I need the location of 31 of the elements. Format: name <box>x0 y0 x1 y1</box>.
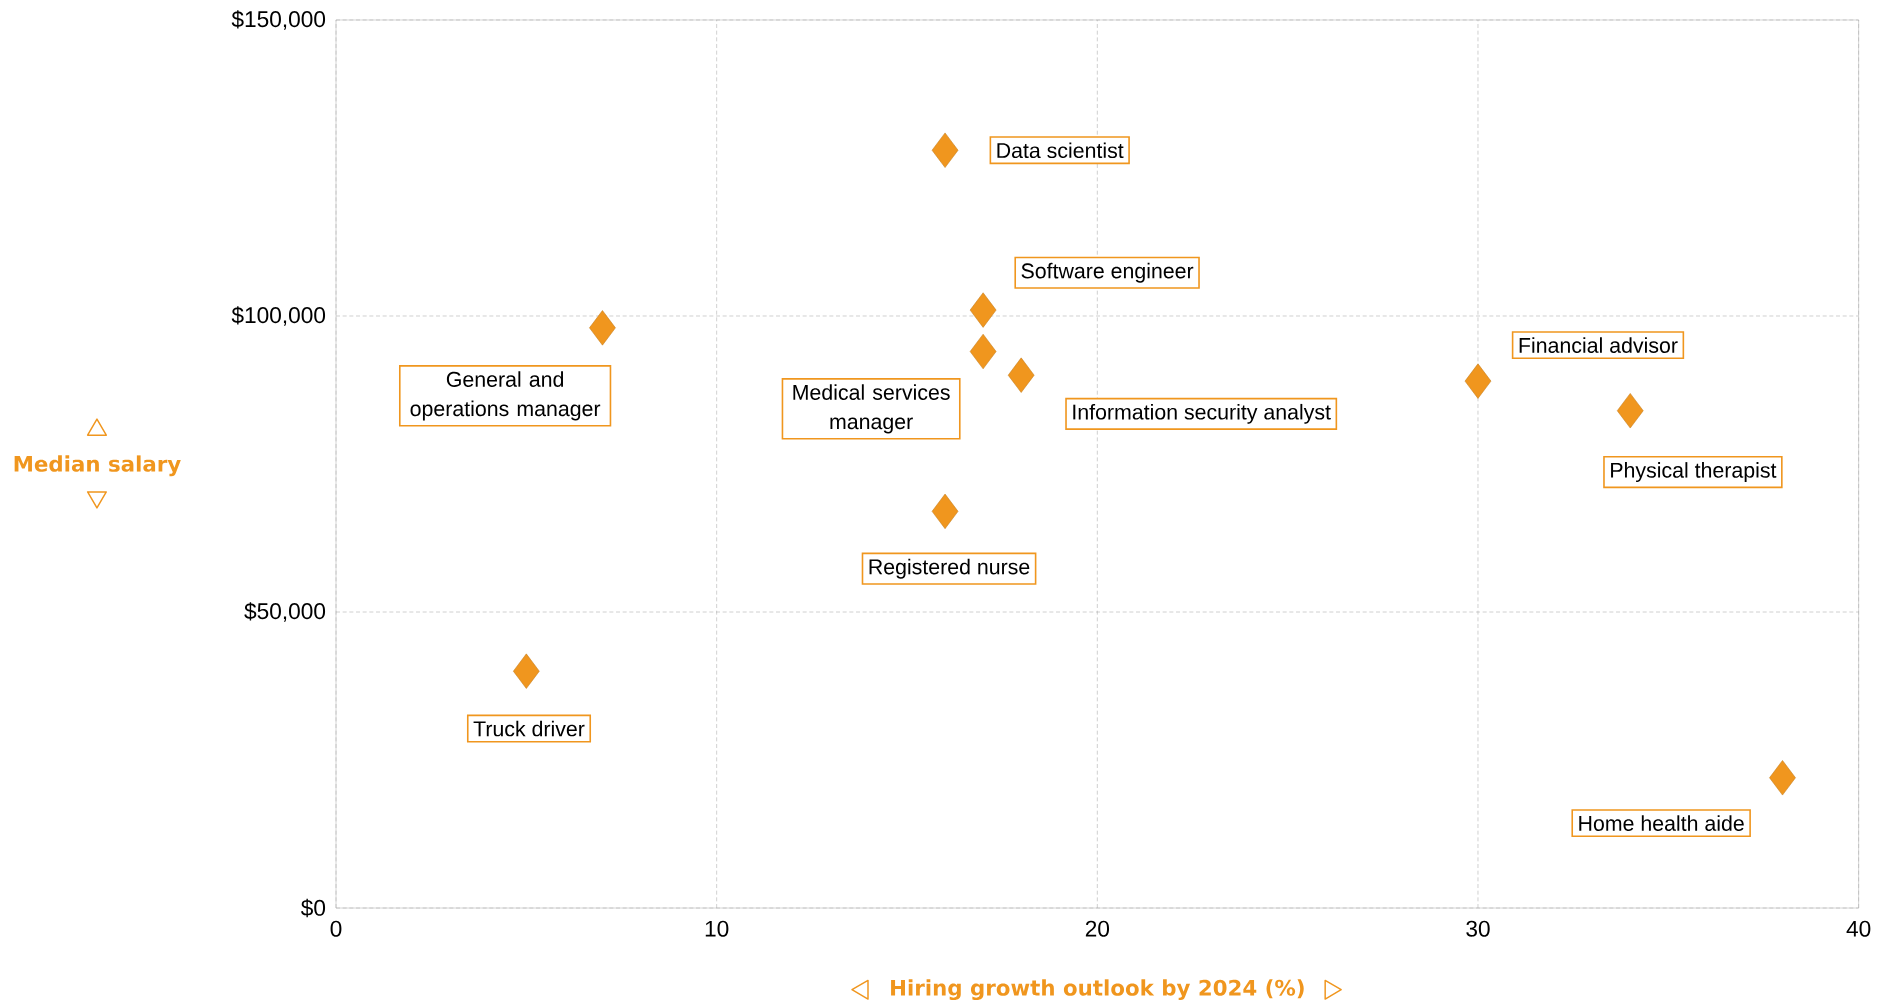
annotation: Financial advisor <box>1519 337 1678 353</box>
point <box>1769 760 1796 796</box>
point <box>969 292 997 328</box>
annotation: Information security analyst <box>1073 403 1331 424</box>
point <box>1007 357 1035 393</box>
point <box>969 333 997 370</box>
x-tick-label: 30 <box>1466 920 1490 937</box>
y-tick-label: $50,000 <box>244 602 326 622</box>
point <box>513 653 540 689</box>
point <box>931 132 959 168</box>
y-axis-title: Median salary <box>14 455 181 477</box>
point <box>589 310 616 346</box>
annotation: General and operations manager <box>410 371 601 421</box>
point <box>1464 363 1492 399</box>
annotation: Physical therapist <box>1611 462 1777 482</box>
annotation: Registered nurse <box>869 558 1030 579</box>
y-tick-label: $100,000 <box>231 306 326 326</box>
y-tick-label: $150,000 <box>231 10 326 30</box>
x-axis-title: Hiring growth outlook by 2024 (%) <box>891 979 1304 1001</box>
x-tick-label: 0 <box>330 920 342 937</box>
x-tick-label: 40 <box>1846 920 1871 937</box>
annotation: Software engineer <box>1021 262 1194 283</box>
annotation: Medical services manager <box>793 384 950 434</box>
annotation: Data scientist <box>997 142 1124 159</box>
y-tick-label: $0 <box>300 898 326 918</box>
point <box>931 493 959 529</box>
x-tick-label: 10 <box>705 920 729 937</box>
annotation: Truck driver <box>473 720 585 737</box>
point <box>1616 393 1644 429</box>
x-tick-label: 20 <box>1085 920 1110 937</box>
annotation: Home health aide <box>1579 815 1744 831</box>
